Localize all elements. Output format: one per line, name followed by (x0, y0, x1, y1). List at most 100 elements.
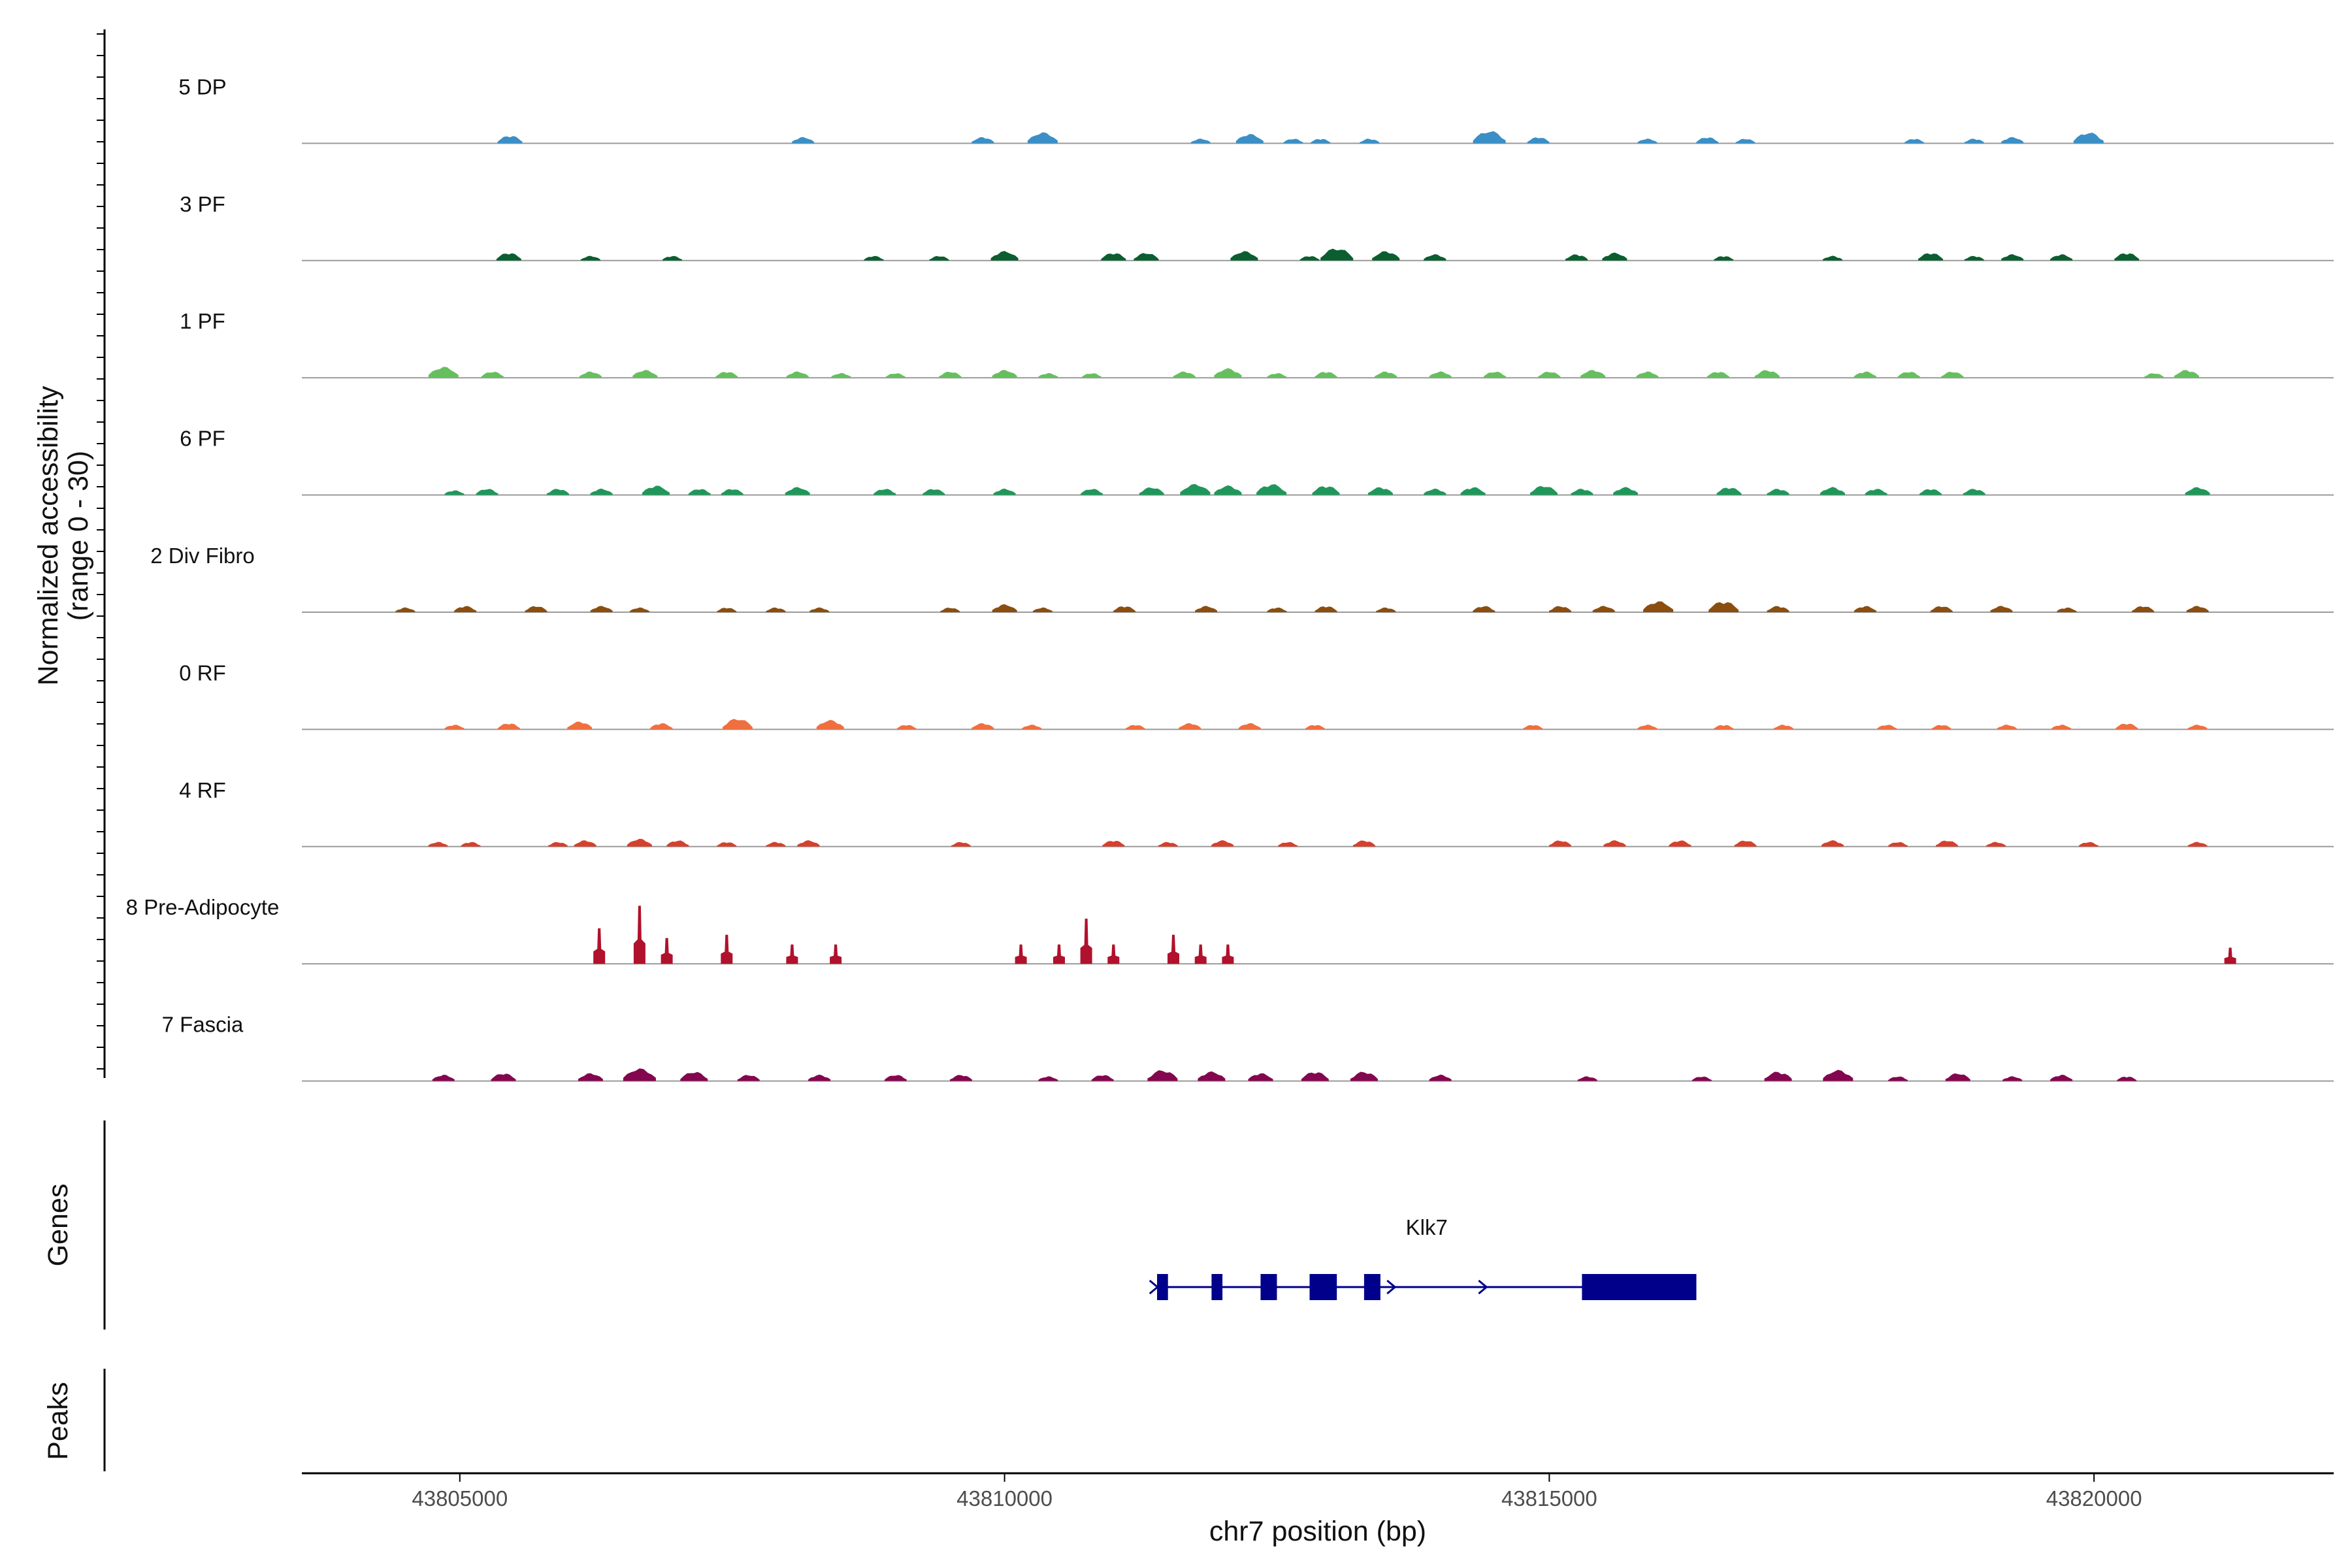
coverage-peak-6-pf-17 (1367, 487, 1393, 495)
coverage-peak-6-pf-14 (1214, 485, 1242, 495)
coverage-peak-1-pf-1 (481, 372, 504, 378)
coverage-peak-3-pf-4 (929, 255, 949, 261)
track-1-pf: 1 PF (180, 309, 2334, 379)
coverage-peak-1-pf-21 (1636, 371, 1659, 378)
coverage-peak-5-dp-5 (1235, 134, 1264, 144)
coverage-peak-2-div-fibro-17 (1549, 606, 1571, 612)
coverage-peak-3-pf-11 (1372, 251, 1400, 261)
coverage-peak-1-pf-9 (992, 370, 1017, 378)
y-axis-title-line2: (range 0 - 30) (63, 451, 94, 621)
coverage-peak-8-pre-adipocyte-12 (1222, 944, 1234, 964)
coverage-peak-7-fascia-0 (432, 1075, 455, 1081)
coverage-peak-4-rf-17 (1669, 840, 1691, 847)
coverage-peak-1-pf-23 (1754, 370, 1780, 378)
coverage-peak-3-pf-12 (1424, 254, 1446, 261)
coverage-peak-7-fascia-15 (1350, 1071, 1378, 1081)
coverage-peak-3-pf-17 (1918, 253, 1943, 261)
coverage-peak-1-pf-14 (1267, 373, 1287, 378)
coverage-peak-2-div-fibro-5 (717, 608, 737, 612)
coverage-peak-0-rf-11 (1238, 723, 1261, 730)
peaks-section-label: Peaks (42, 1382, 74, 1460)
coverage-peak-6-pf-20 (1530, 485, 1558, 495)
coverage-peak-6-pf-0 (444, 490, 465, 495)
gene-exon-5 (1364, 1274, 1380, 1300)
coverage-peak-4-rf-24 (2187, 841, 2208, 847)
coverage-peak-7-fascia-4 (680, 1071, 708, 1081)
coverage-peak-5-dp-3 (1027, 132, 1058, 144)
coverage-peak-1-pf-17 (1429, 371, 1452, 378)
gene-exon-4 (1309, 1274, 1337, 1300)
coverage-peak-7-fascia-9 (1038, 1076, 1058, 1081)
track-label-5-dp: 5 DP (178, 74, 226, 99)
coverage-peak-3-pf-8 (1230, 251, 1258, 261)
coverage-peak-4-rf-15 (1549, 840, 1571, 847)
coverage-peak-3-pf-14 (1602, 252, 1627, 261)
coverage-peak-0-rf-1 (497, 723, 520, 730)
coverage-peak-6-pf-11 (1081, 489, 1103, 495)
track-7-fascia: 7 Fascia (162, 1013, 2334, 1082)
coverage-peak-0-rf-7 (972, 723, 994, 730)
coverage-peak-7-fascia-10 (1091, 1075, 1114, 1081)
coverage-peak-4-rf-7 (766, 841, 786, 847)
coverage-peak-2-div-fibro-20 (1708, 602, 1739, 612)
coverage-peak-3-pf-13 (1565, 254, 1588, 261)
genes-section-label: Genes (42, 1184, 74, 1267)
coverage-peak-6-pf-16 (1312, 486, 1340, 495)
coverage-peak-7-fascia-12 (1198, 1071, 1226, 1081)
coverage-peak-8-pre-adipocyte-5 (830, 944, 842, 964)
coverage-peak-2-div-fibro-22 (1854, 606, 1876, 612)
coverage-peak-6-pf-24 (1767, 489, 1789, 495)
coverage-peak-3-pf-18 (1964, 255, 1984, 261)
coverage-peak-2-div-fibro-7 (809, 607, 830, 612)
track-6-pf: 6 PF (180, 427, 2334, 496)
coverage-peak-8-pre-adipocyte-7 (1053, 944, 1065, 964)
coverage-peak-7-fascia-5 (737, 1075, 760, 1081)
coverage-peak-5-dp-14 (1904, 139, 1924, 144)
coverage-peak-1-pf-16 (1375, 371, 1397, 378)
coverage-peak-8-pre-adipocyte-8 (1080, 919, 1092, 964)
coverage-peak-7-fascia-17 (1577, 1076, 1597, 1081)
coverage-peak-1-pf-6 (831, 372, 851, 378)
coverage-peak-5-dp-1 (792, 137, 815, 144)
coverage-peak-3-pf-20 (2050, 254, 2073, 261)
coverage-peak-6-pf-18 (1424, 488, 1446, 495)
coverage-peak-2-div-fibro-24 (1990, 606, 2013, 612)
coverage-peak-2-div-fibro-9 (992, 604, 1017, 612)
coverage-peak-8-pre-adipocyte-13 (2224, 947, 2236, 964)
gene-exon-1 (1157, 1274, 1168, 1300)
coverage-peak-1-pf-26 (1941, 371, 1964, 378)
coverage-peak-5-dp-10 (1527, 137, 1550, 144)
coverage-peak-7-fascia-21 (1888, 1076, 1908, 1081)
coverage-peak-2-div-fibro-19 (1643, 601, 1674, 612)
coverage-peak-3-pf-15 (1714, 256, 1734, 261)
coverage-peak-1-pf-12 (1173, 371, 1196, 378)
track-4-rf: 4 RF (179, 778, 2334, 847)
coverage-peak-3-pf-5 (990, 251, 1019, 261)
coverage-peak-1-pf-25 (1897, 372, 1920, 378)
coverage-peak-5-dp-7 (1311, 139, 1331, 144)
coverage-peak-0-rf-13 (1523, 725, 1543, 730)
coverage-peak-4-rf-1 (461, 841, 481, 847)
track-label-8-pre-adipocyte: 8 Pre-Adipocyte (126, 895, 280, 919)
track-label-2-div-fibro: 2 Div Fibro (150, 544, 255, 568)
coverage-peak-0-rf-10 (1179, 723, 1201, 730)
coverage-peak-5-dp-6 (1283, 139, 1303, 144)
coverage-peak-3-pf-9 (1299, 256, 1320, 261)
coverage-peak-1-pf-13 (1214, 368, 1242, 378)
coverage-peak-4-rf-16 (1603, 840, 1626, 847)
strand-arrow-0 (1149, 1279, 1160, 1295)
coverage-peak-0-rf-16 (1773, 725, 1793, 730)
coverage-peak-1-pf-18 (1484, 371, 1506, 378)
coverage-peak-8-pre-adipocyte-4 (786, 944, 798, 964)
coverage-peak-5-dp-2 (972, 137, 994, 144)
gene-label: Klk7 (1406, 1215, 1448, 1239)
coverage-peak-2-div-fibro-18 (1592, 606, 1615, 612)
track-label-1-pf: 1 PF (180, 309, 225, 333)
coverage-peak-2-div-fibro-16 (1473, 606, 1495, 612)
coverage-peak-7-fascia-11 (1147, 1070, 1178, 1081)
accessibility-tracks: 5 DP 3 PF 1 PF 6 PF 2 Div Fibro 0 RF 4 RF 8 Pre… (126, 74, 2334, 1082)
coverage-peak-7-fascia-13 (1248, 1073, 1273, 1081)
coverage-peak-1-pf-5 (786, 371, 809, 378)
coverage-peak-2-div-fibro-27 (2186, 606, 2209, 612)
